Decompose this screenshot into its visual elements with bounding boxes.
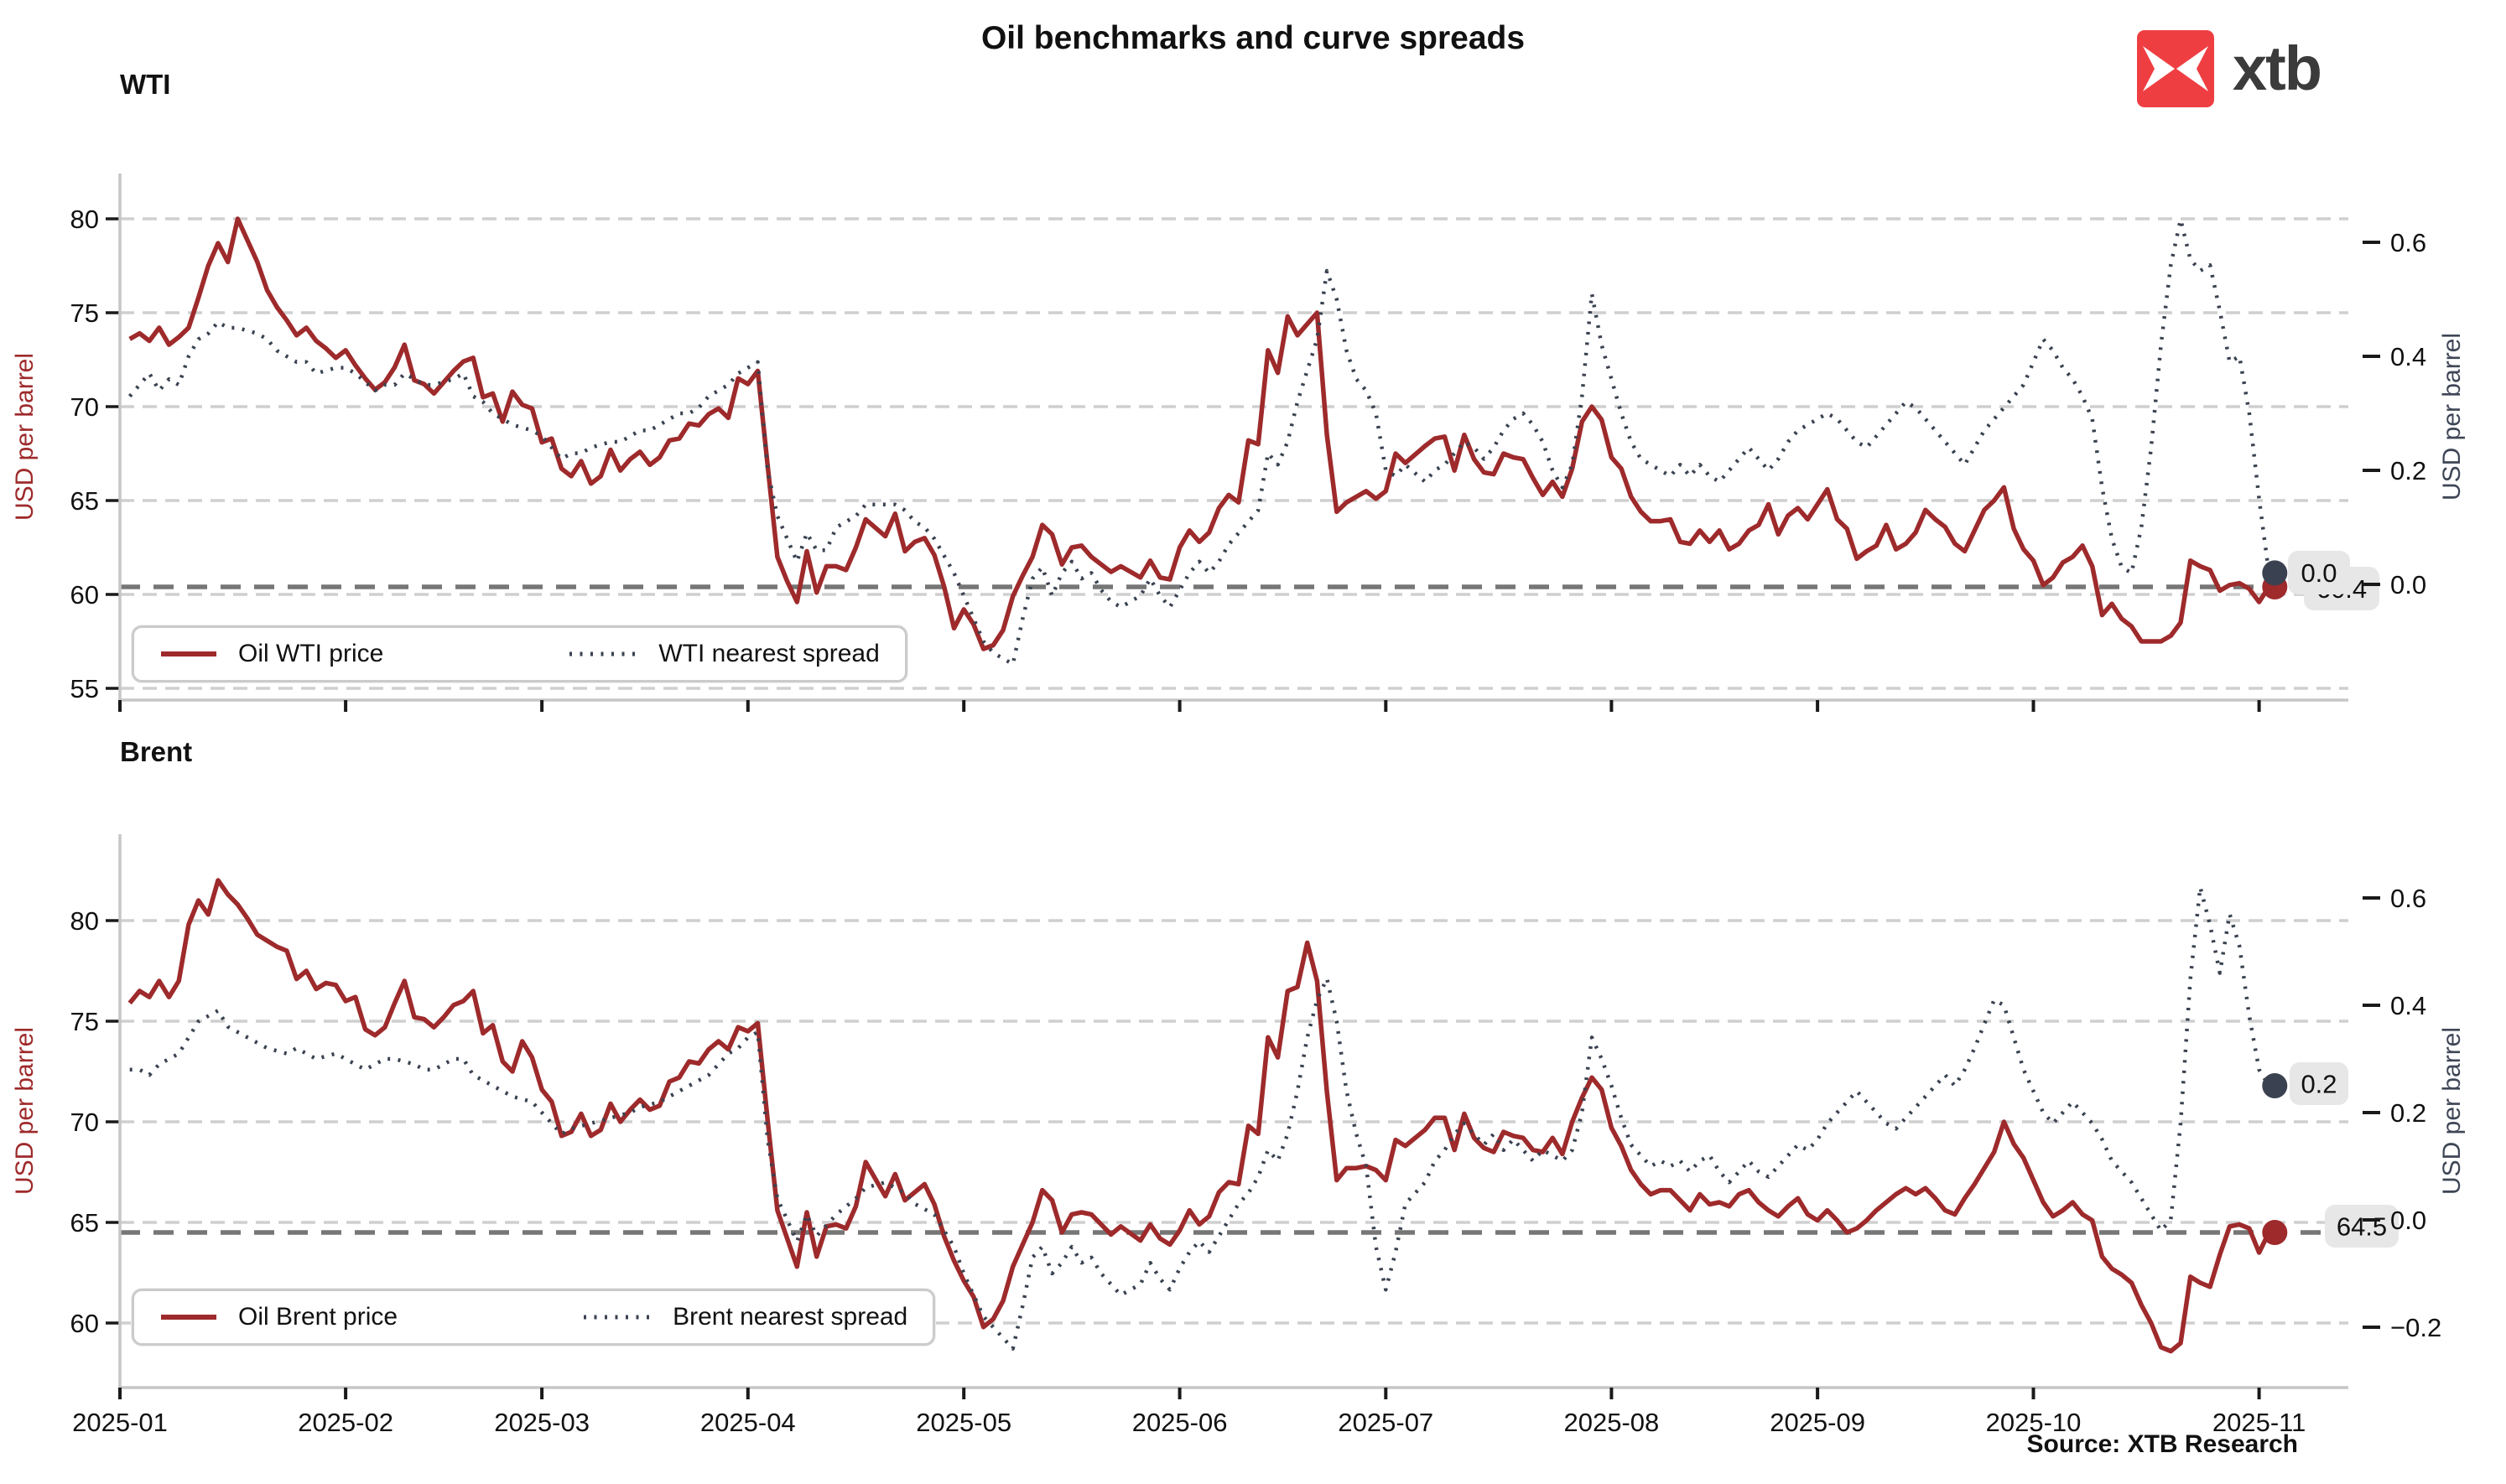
xtb-logo-mark: [2137, 30, 2214, 107]
brent-spread-line: [129, 885, 2271, 1351]
wti-plot: 80757065605560.40.00.60.40.20.0: [70, 174, 2426, 712]
x-tick-label: 2025-09: [1770, 1408, 1865, 1437]
brent-price-line: [127, 878, 2271, 1354]
wti-spread-end-dot: [2262, 560, 2288, 586]
brent-right-tick-label: −0.2: [2390, 1313, 2441, 1342]
x-tick-label: 2025-07: [1338, 1408, 1433, 1437]
x-tick-label: 2025-03: [494, 1408, 590, 1437]
source-note: Source: XTB Research: [2026, 1430, 2298, 1458]
brent-left-tick-label: 60: [70, 1309, 99, 1338]
wti-price-legend-swatch: [161, 651, 216, 656]
x-tick-label: 2025-11: [2212, 1408, 2306, 1437]
brent-legend: Oil Brent price Brent nearest spread: [132, 1289, 936, 1346]
brent-right-tick-label: 0.4: [2390, 991, 2426, 1020]
brent-last-price-badge-label: 64.5: [2337, 1212, 2387, 1242]
wti-right-tick-label: 0.2: [2390, 456, 2426, 485]
brent-last-spread-badge-label: 0.2: [2301, 1070, 2337, 1099]
wti-right-tick-label: 0.6: [2390, 228, 2426, 257]
xtb-logo-text: xtb: [2233, 34, 2322, 103]
wti-right-tick-label: 0.4: [2390, 342, 2426, 371]
wti-right-tick-label: 0.0: [2390, 570, 2426, 599]
wti-left-tick-label: 80: [70, 205, 99, 234]
brent-panel-title: Brent: [120, 736, 193, 767]
brent-right-tick-label: 0.6: [2390, 884, 2426, 913]
wti-last-spread-badge: [2288, 551, 2350, 594]
brent-price-legend-swatch: [161, 1315, 216, 1320]
x-tick-label: 2025-04: [700, 1408, 796, 1437]
wti-legend-price-label: Oil WTI price: [238, 640, 384, 667]
brent-left-tick-label: 70: [70, 1108, 99, 1137]
wti-spread-legend-swatch: [569, 651, 637, 656]
wti-panel-title: WTI: [120, 69, 171, 100]
brent-left-tick-label: 80: [70, 906, 99, 936]
wti-left-tick-label: 55: [70, 674, 99, 703]
x-tick-label: 2025-10: [1986, 1408, 2082, 1437]
wti-spread-line: [127, 217, 2271, 667]
wti-legend-spread-label: WTI nearest spread: [658, 640, 880, 667]
x-tick-label: 2025-01: [72, 1408, 168, 1437]
brent-last-price-badge: [2325, 1205, 2399, 1248]
brent-left-tick-label: 75: [70, 1007, 99, 1036]
wti-left-tick-label: 60: [70, 580, 99, 610]
x-tick-label: 2025-05: [916, 1408, 1011, 1437]
page-title: Oil benchmarks and curve spreads: [980, 20, 1526, 56]
brent-plot: 80 75 70 65 60 2025-01 2025-02 2025-03 2025-04 20…: [70, 834, 2441, 1437]
wti-left-tick-label: 65: [70, 486, 99, 516]
brent-legend-price-label: Oil Brent price: [238, 1303, 398, 1331]
brent-spread-end-dot: [2262, 1073, 2288, 1098]
wti-left-tick-label: 75: [70, 298, 99, 328]
brent-right-tick-label: 0.0: [2390, 1206, 2426, 1235]
brent-last-spread-badge: [2290, 1062, 2348, 1105]
x-tick-label: 2025-02: [298, 1408, 393, 1437]
x-tick-label: 2025-06: [1132, 1408, 1228, 1437]
brent-left-tick-label: 65: [70, 1208, 99, 1238]
wti-left-tick-label: 70: [70, 392, 99, 422]
xtb-logo: xtb: [2137, 30, 2322, 107]
wti-legend: Oil WTI price WTI nearest spread: [132, 625, 907, 682]
brent-right-tick-label: 0.2: [2390, 1098, 2426, 1128]
brent-legend-spread-label: Brent nearest spread: [673, 1303, 908, 1331]
brent-price-end-dot: [2262, 1220, 2288, 1245]
x-tick-label: 2025-08: [1564, 1408, 1660, 1437]
brent-spread-legend-swatch: [584, 1315, 652, 1320]
wti-price-line: [128, 216, 2271, 651]
wti-last-spread-badge-label: 0.0: [2301, 558, 2337, 588]
